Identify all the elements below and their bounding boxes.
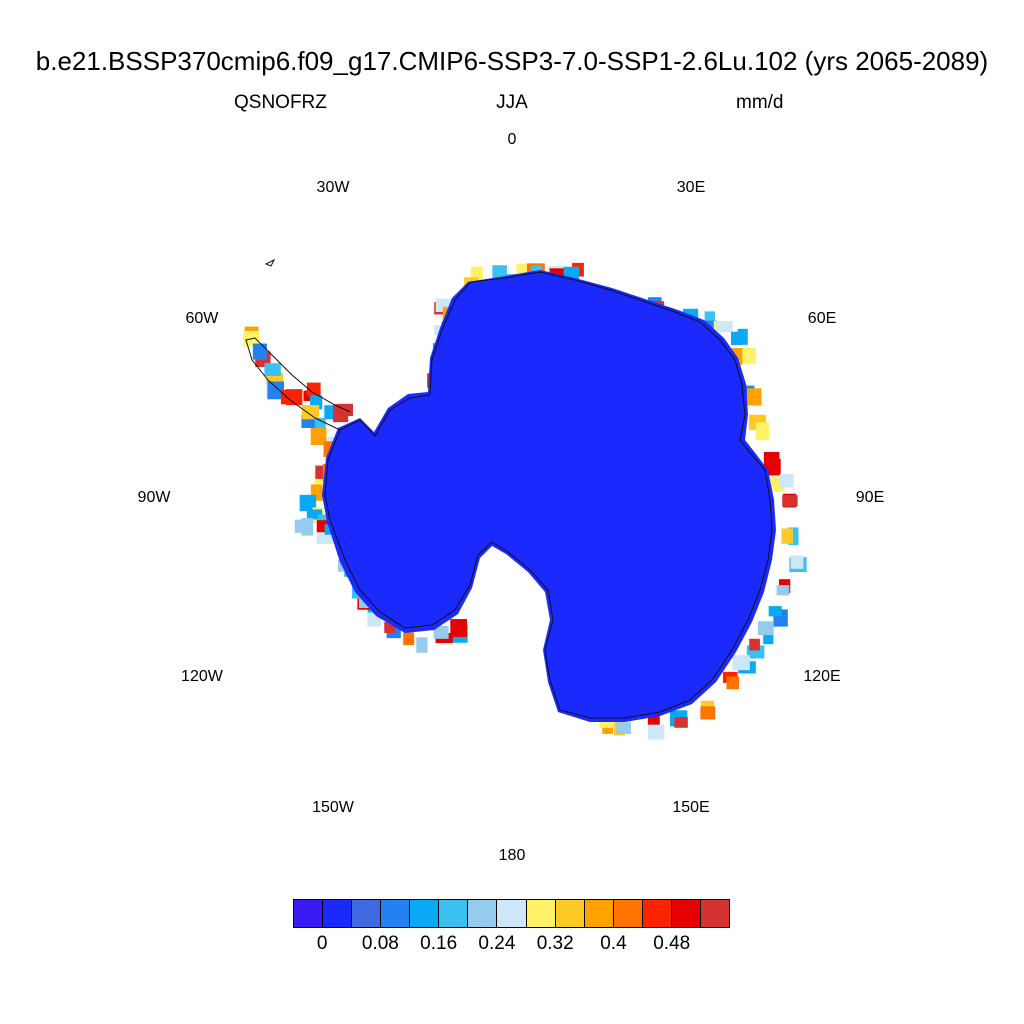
grid-cell <box>470 266 483 281</box>
grid-cell <box>403 632 415 646</box>
antarctica-interior <box>322 270 776 722</box>
colorbar-label: 0 <box>316 933 328 954</box>
colorbar-label: 0.16 <box>420 933 458 954</box>
grid-cell <box>433 625 449 639</box>
variable-label: QSNOFRZ <box>234 92 327 113</box>
colorbar-label: 0.08 <box>361 933 399 954</box>
grid-cell <box>602 723 613 734</box>
grid-cell <box>492 265 507 280</box>
grid-cell <box>301 518 314 536</box>
grid-cell <box>716 321 733 333</box>
grid-cell <box>267 381 285 400</box>
grid-cell <box>776 585 790 596</box>
colorbar-box <box>584 900 614 927</box>
colorbar-box <box>410 900 440 927</box>
colorbar-box <box>642 900 672 927</box>
lon-label-120w: 120W <box>181 668 223 685</box>
grid-cell <box>314 417 326 434</box>
grid-cell <box>757 621 774 636</box>
grid-cell <box>306 382 321 397</box>
colorbar-label: 0.24 <box>478 933 516 954</box>
lon-label-0: 0 <box>507 131 517 148</box>
colorbar-box <box>381 900 411 927</box>
grid-cell <box>310 428 327 446</box>
grid-cell <box>647 724 665 740</box>
grid-cell <box>265 372 283 385</box>
plot-title: b.e21.BSSP370cmip6.f09_g17.CMIP6-SSP3-7.… <box>35 46 989 76</box>
small-island <box>264 258 276 267</box>
grid-cell <box>768 606 782 617</box>
colorbar-box <box>352 900 382 927</box>
grid-cell <box>749 638 760 651</box>
colorbar-box <box>526 900 556 927</box>
grid-cell <box>450 619 468 637</box>
lon-label-60e: 60E <box>807 310 837 327</box>
lon-label-180: 180 <box>498 847 526 864</box>
grid-cell <box>755 422 770 441</box>
lon-label-120e: 120E <box>803 668 841 685</box>
grid-cell <box>747 388 762 406</box>
grid-cell <box>763 629 774 645</box>
grid-cell <box>737 328 748 345</box>
peninsula-coastline <box>245 337 351 431</box>
colorbar <box>293 899 730 928</box>
grid-cell <box>765 458 781 476</box>
grid-cell <box>782 495 798 507</box>
grid-cell <box>731 348 743 366</box>
grid-cell <box>788 527 799 546</box>
colorbar-box <box>671 900 701 927</box>
colorbar-box <box>555 900 585 927</box>
season-label: JJA <box>496 92 528 113</box>
grid-cell <box>301 405 320 420</box>
grid-cell <box>285 389 303 406</box>
colorbar-box <box>497 900 527 927</box>
grid-cell <box>738 347 756 364</box>
lon-label-150w: 150W <box>312 799 354 817</box>
lon-label-90w: 90W <box>137 489 171 506</box>
grid-cell <box>731 331 742 345</box>
lon-label-90e: 90E <box>855 489 885 506</box>
grid-cell <box>700 706 716 720</box>
grid-cell <box>316 532 334 544</box>
grid-cell <box>616 722 631 735</box>
colorbar-box <box>294 900 324 927</box>
colorbar-label: 0.48 <box>653 933 691 954</box>
grid-cell <box>599 717 615 728</box>
grid-cell <box>299 494 317 512</box>
colorbar-label: 0.4 <box>600 933 627 954</box>
lon-label-30w: 30W <box>316 178 350 196</box>
grid-cell <box>779 473 794 488</box>
colorbar-box <box>323 900 353 927</box>
colorbar-box <box>700 900 729 927</box>
grid-cell <box>384 621 395 634</box>
grid-cell <box>310 484 323 501</box>
grid-cell <box>674 717 688 728</box>
grid-cell <box>726 676 740 690</box>
lon-label-30e: 30E <box>676 178 706 196</box>
grid-cell <box>294 519 307 533</box>
grid-cell <box>416 637 428 653</box>
colorbar-label: 0.32 <box>536 933 574 954</box>
grid-cell <box>790 555 804 569</box>
grid-cell <box>264 363 281 376</box>
colorbar-box <box>439 900 469 927</box>
lon-label-60w: 60W <box>185 310 219 327</box>
lon-label-150e: 150E <box>672 799 710 817</box>
units-label: mm/d <box>736 92 784 113</box>
grid-cell <box>252 343 267 360</box>
grid-cell <box>732 655 750 671</box>
grid-cell <box>704 311 715 323</box>
grid-cell <box>647 714 660 725</box>
grid-cell <box>306 509 323 520</box>
colorbar-box <box>613 900 643 927</box>
grid-cell <box>781 528 793 544</box>
colorbar-box <box>468 900 498 927</box>
